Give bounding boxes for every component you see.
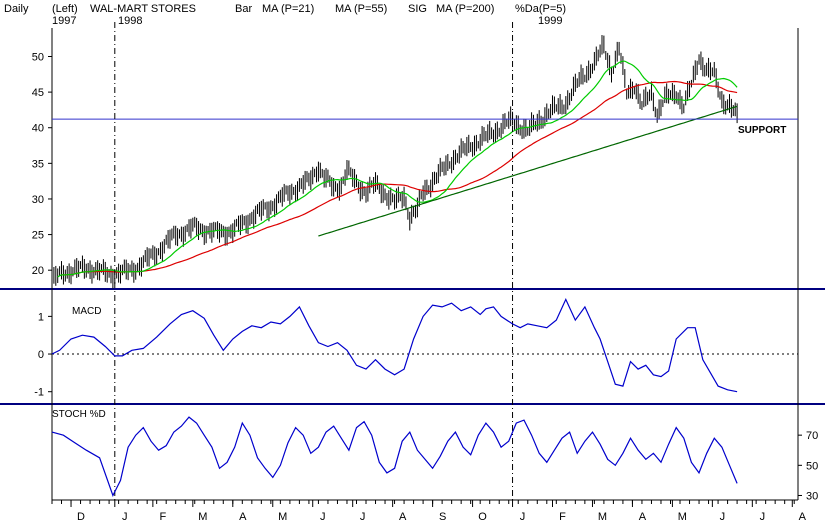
stoch-series-line	[51, 416, 738, 498]
stoch-tick-label: 50	[806, 460, 818, 472]
x-month-label: J	[122, 511, 128, 523]
chart-header: Daily (Left) 1997 WAL-MART STORES 1998 B…	[4, 3, 566, 27]
x-month-label: J	[360, 511, 366, 523]
bar-label: Bar	[235, 3, 252, 15]
macd-series-line	[51, 297, 738, 393]
price-tick-label: 40	[32, 123, 44, 135]
panel-frames	[0, 28, 825, 501]
stoch-tick-label: 70	[806, 430, 818, 442]
macd-panel: MACD 1 0 -1	[34, 297, 798, 399]
price-tick-label: 50	[32, 51, 44, 63]
price-tick-label: 30	[32, 194, 44, 206]
year-start-label: 1997	[52, 15, 76, 27]
x-month-label: F	[559, 511, 566, 523]
x-month-label: M	[198, 511, 207, 523]
ma21-label: MA (P=21)	[262, 3, 314, 15]
x-month-label: O	[478, 511, 487, 523]
x-month-label: M	[678, 511, 687, 523]
year-1998-label: 1998	[118, 15, 142, 27]
year-1999-label: 1999	[538, 15, 562, 27]
x-month-label: D	[77, 511, 85, 523]
ticker-title: WAL-MART STORES	[90, 3, 196, 15]
period-label: Daily	[4, 3, 29, 15]
x-month-label: J	[760, 511, 766, 523]
ma55-series-line	[61, 80, 738, 276]
ma55-label: MA (P=55)	[335, 3, 387, 15]
macd-tick-label: -1	[34, 387, 44, 399]
price-tick-label: 20	[32, 265, 44, 277]
price-tick-label: 35	[32, 158, 44, 170]
stoch-tick-label: 30	[806, 490, 818, 502]
x-month-label: M	[278, 511, 287, 523]
support-label: SUPPORT	[738, 125, 786, 136]
stoch-panel: STOCH %D 70 50 30	[51, 409, 818, 502]
x-month-label: S	[439, 511, 446, 523]
x-month-label: M	[598, 511, 607, 523]
x-month-label: A	[799, 511, 807, 523]
ma200-series-line	[318, 105, 738, 237]
price-tick-label: 25	[32, 230, 44, 242]
ma200-label: MA (P=200)	[436, 3, 494, 15]
left-axis-label: (Left)	[52, 3, 78, 15]
x-month-label: A	[239, 511, 247, 523]
x-month-label: A	[639, 511, 647, 523]
sig-label: SIG	[408, 3, 427, 15]
price-tick-label: 45	[32, 87, 44, 99]
x-month-label: J	[320, 511, 326, 523]
macd-tick-label: 0	[38, 349, 44, 361]
macd-tick-label: 1	[38, 311, 44, 323]
x-month-label: A	[399, 511, 407, 523]
stoch-label: STOCH %D	[52, 409, 106, 420]
ma21-series-line	[57, 60, 738, 278]
price-bars	[51, 35, 738, 289]
x-month-label: J	[720, 511, 726, 523]
x-month-label: J	[520, 511, 526, 523]
price-panel: 20 25 30 35 40 45 50 SUPPORT	[32, 22, 798, 500]
macd-label: MACD	[72, 306, 101, 317]
x-month-label: F	[159, 511, 166, 523]
pcta-label: %Da(P=5)	[515, 3, 566, 15]
